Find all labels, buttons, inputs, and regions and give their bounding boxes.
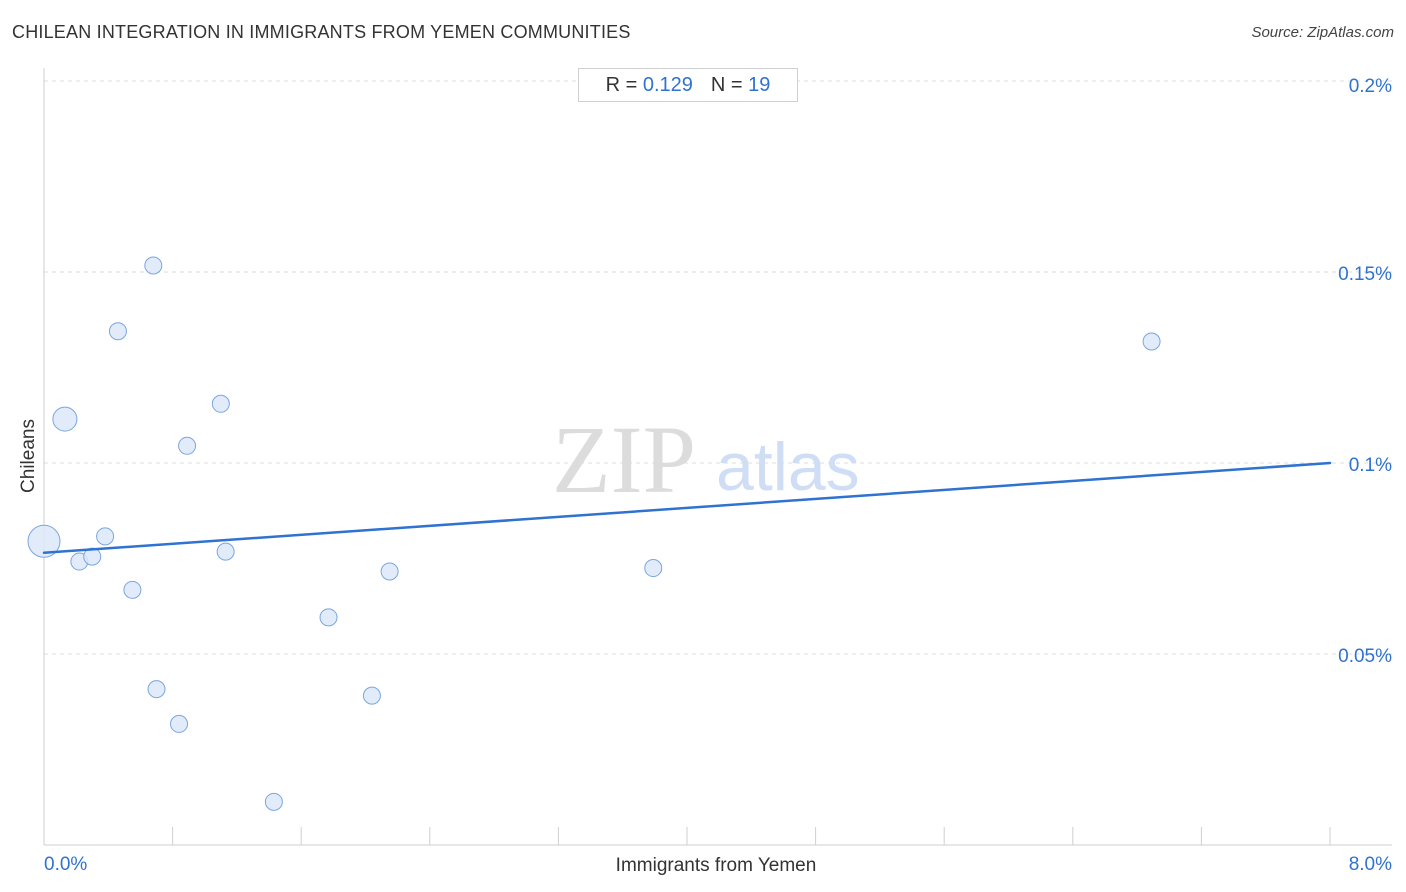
y-tick-label: 0.05% <box>1338 646 1392 667</box>
data-point <box>1142 332 1161 351</box>
data-point <box>380 562 399 581</box>
x-tick-label: 8.0% <box>1349 854 1392 875</box>
watermark-zip: ZIP <box>552 406 696 513</box>
data-point <box>52 406 78 432</box>
data-point <box>216 542 235 561</box>
watermark: ZIP atlas <box>552 406 860 513</box>
trendline-group <box>42 461 1332 555</box>
r-value: 0.129 <box>642 73 693 96</box>
n-label: N = <box>710 73 743 96</box>
trendline <box>42 461 1332 555</box>
y-axis-title: Chileans <box>18 419 39 493</box>
x-tick-label: 0.0% <box>44 854 87 875</box>
data-point <box>170 714 189 733</box>
data-point <box>96 527 115 546</box>
tick-labels: 0.05% 0.1% 0.15% 0.2% 0.0% 8.0% <box>44 76 1392 875</box>
data-point <box>644 559 663 578</box>
data-point <box>362 686 381 705</box>
data-point <box>144 256 163 275</box>
data-point <box>108 322 127 341</box>
data-point <box>27 524 61 558</box>
x-axis-title: Immigrants from Yemen <box>616 855 817 876</box>
correlation-stats-box: R = 0.129 N = 19 <box>578 68 798 102</box>
source-credit: Source: ZipAtlas.com <box>1251 24 1394 41</box>
data-point <box>147 680 166 699</box>
data-point <box>319 608 338 627</box>
n-stat: N = 19 <box>711 74 771 97</box>
n-value: 19 <box>748 73 771 96</box>
data-point <box>264 792 283 811</box>
watermark-atlas: atlas <box>716 429 860 505</box>
data-point <box>211 394 230 413</box>
data-point <box>83 547 102 566</box>
axes <box>43 68 1392 846</box>
data-point <box>178 436 197 455</box>
y-tick-label: 0.1% <box>1349 455 1392 476</box>
chart-title: CHILEAN INTEGRATION IN IMMIGRANTS FROM Y… <box>12 22 631 42</box>
grid-lines <box>44 80 1392 655</box>
y-tick-label: 0.15% <box>1338 264 1392 285</box>
data-points <box>27 256 1161 811</box>
r-label: R = <box>605 73 638 96</box>
y-tick-label: 0.2% <box>1349 76 1392 97</box>
r-stat: R = 0.129 <box>606 74 693 97</box>
data-point <box>123 580 142 599</box>
